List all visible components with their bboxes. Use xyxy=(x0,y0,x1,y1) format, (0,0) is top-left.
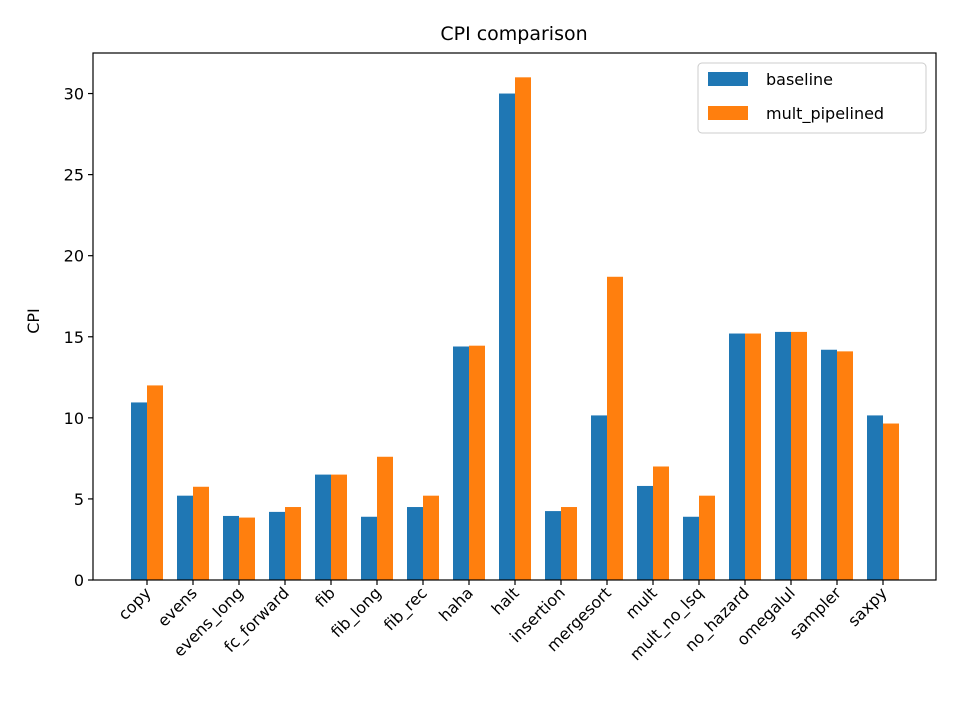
bar-baseline-evens xyxy=(177,495,193,580)
bar-mult-pipelined-omegalul xyxy=(791,331,807,580)
bar-baseline-fib xyxy=(315,474,331,580)
bar-mult-pipelined-evens xyxy=(193,486,209,580)
bar-baseline-haha xyxy=(453,346,469,580)
bar-baseline-halt xyxy=(499,93,515,581)
legend-box xyxy=(697,62,927,134)
bar-baseline-mult xyxy=(637,485,653,580)
legend-label-mult-pipelined: mult_pipelined xyxy=(766,104,884,124)
y-tick-label: 5 xyxy=(74,490,84,509)
bar-mult-pipelined-mergesort xyxy=(607,276,623,580)
legend-swatch-mult-pipelined xyxy=(708,106,748,120)
bar-baseline-fib-rec xyxy=(407,507,423,580)
bar-mult-pipelined-insertion xyxy=(561,507,577,580)
y-tick-label: 30 xyxy=(64,85,84,104)
legend-swatch-baseline xyxy=(708,72,748,86)
y-axis-label: CPI xyxy=(24,308,43,334)
bar-baseline-fib-long xyxy=(361,516,377,580)
y-tick-label: 20 xyxy=(64,247,84,266)
bar-baseline-copy xyxy=(131,402,147,580)
bar-mult-pipelined-evens-long xyxy=(239,517,255,580)
bar-baseline-mergesort xyxy=(591,415,607,580)
legend-label-baseline: baseline xyxy=(766,70,833,89)
bar-mult-pipelined-saxpy xyxy=(883,423,899,580)
bar-mult-pipelined-fib-rec xyxy=(423,495,439,580)
bar-mult-pipelined-halt xyxy=(515,77,531,581)
chart-title: CPI comparison xyxy=(440,23,587,45)
bar-mult-pipelined-copy xyxy=(147,385,163,580)
y-tick-label: 25 xyxy=(64,166,84,185)
bar-baseline-sampler xyxy=(821,349,837,580)
bar-mult-pipelined-haha xyxy=(469,345,485,580)
y-tick-label: 15 xyxy=(64,328,84,347)
plot-frame xyxy=(92,52,937,581)
y-tick-label: 10 xyxy=(64,409,84,428)
bar-baseline-evens-long xyxy=(223,515,239,580)
bar-baseline-omegalul xyxy=(775,331,791,580)
bars-group xyxy=(131,77,899,581)
legend: baseline mult_pipelined xyxy=(697,62,927,134)
bar-baseline-no-hazard xyxy=(729,333,745,580)
bar-mult-pipelined-fib xyxy=(331,474,347,580)
bar-baseline-fc-forward xyxy=(269,511,285,580)
bar-baseline-mult-no-lsq xyxy=(683,516,699,580)
bar-mult-pipelined-fib-long xyxy=(377,456,393,580)
bar-baseline-saxpy xyxy=(867,415,883,580)
bar-baseline-insertion xyxy=(545,511,561,580)
bar-mult-pipelined-mult xyxy=(653,466,669,580)
bar-mult-pipelined-sampler xyxy=(837,351,853,580)
bar-mult-pipelined-fc-forward xyxy=(285,507,301,580)
bar-mult-pipelined-mult-no-lsq xyxy=(699,495,715,580)
y-tick-label: 0 xyxy=(74,571,84,590)
y-axis: 0 5 10 15 20 25 30 xyxy=(64,85,93,590)
bar-mult-pipelined-no-hazard xyxy=(745,333,761,580)
